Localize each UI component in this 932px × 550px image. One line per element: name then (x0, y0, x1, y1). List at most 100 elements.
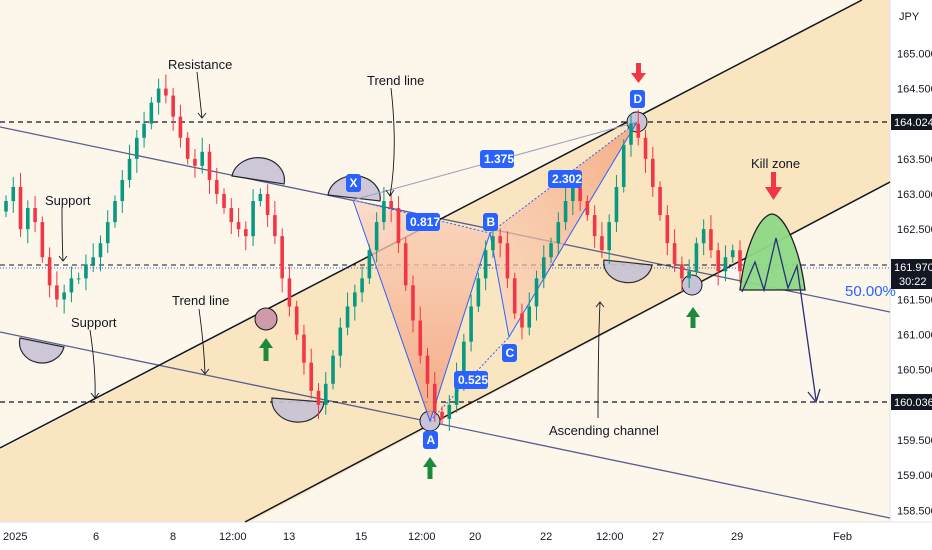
price-tick-10: 163.500 (897, 154, 932, 166)
candle-body (396, 208, 401, 244)
time-axis (0, 522, 932, 550)
candle-body (520, 313, 524, 328)
arrow-up-a (423, 457, 437, 479)
candle-body (4, 201, 8, 212)
candle-body (273, 215, 277, 237)
candle-body (462, 341, 466, 377)
price-tick-6: 161.500 (897, 294, 932, 306)
candle-body (55, 285, 59, 300)
price-axis-ticks: 158.500159.000159.500160.000160.500161.0… (897, 48, 932, 517)
price-tick-4: 160.500 (897, 365, 932, 377)
candle-body (607, 222, 611, 251)
pattern-badges: X A B C D 0.817 0.525 2.302 1.375 (346, 90, 645, 449)
candle-body (229, 208, 234, 223)
candle-body (585, 201, 590, 216)
point-b-label: B (487, 215, 496, 229)
candle-body (614, 186, 619, 223)
candle-body (98, 243, 103, 258)
point-a-label: A (427, 433, 436, 447)
candle-body (527, 306, 532, 328)
candle-body (287, 278, 292, 307)
arrow-up-right (686, 307, 700, 328)
price-tick-9: 163.000 (897, 189, 932, 201)
candle-body (600, 236, 604, 251)
candle-body (425, 355, 430, 384)
candle-body (222, 193, 226, 209)
candle-body (164, 88, 168, 96)
price-tick-5: 161.000 (897, 330, 932, 342)
candle-body (556, 222, 561, 244)
kill-zone-label: Kill zone (751, 156, 800, 171)
fib-50-label: 50.00% (845, 283, 896, 300)
candle-body (236, 222, 241, 230)
candle-body (316, 390, 321, 405)
time-tick-5: 15 (355, 531, 367, 543)
candle-body (687, 271, 691, 279)
candle-body (62, 292, 66, 300)
candle-body (33, 208, 37, 223)
arrow-up-left (259, 338, 273, 361)
arrow-down-kill-zone (765, 172, 782, 200)
pattern-xab-fill (353, 200, 490, 421)
price-tag-current-text: 161.970 (894, 262, 932, 274)
candle-body (716, 250, 720, 272)
candle-body (193, 158, 197, 166)
candle-body (658, 186, 662, 216)
price-tag-160 (891, 394, 932, 410)
arrow-down-d (631, 63, 646, 83)
candle-body (149, 102, 154, 124)
candle-body (498, 236, 502, 244)
candle-body (214, 179, 219, 194)
point-c-label: C (506, 346, 515, 360)
candle-body (665, 215, 670, 244)
candle-body (534, 278, 539, 307)
pattern-bcd-fill (490, 122, 637, 337)
candle-body (636, 123, 641, 138)
candle-body (512, 278, 517, 314)
price-tick-2: 159.500 (897, 435, 932, 447)
price-tick-13: 165.000 (897, 48, 932, 60)
candle-body (26, 208, 30, 230)
trend-line-lower[interactable] (0, 331, 891, 519)
candle-body (650, 158, 655, 187)
candle-body (69, 278, 74, 293)
candle-body (207, 151, 212, 180)
candle-body (331, 355, 335, 384)
candle-body (338, 327, 343, 356)
candle-body (563, 201, 568, 223)
candle-body (672, 243, 677, 265)
price-tick-12: 164.500 (897, 84, 932, 96)
time-tick-3: 12:00 (219, 531, 247, 543)
time-tick-10: 27 (652, 531, 664, 543)
touch-circle-left (254, 307, 278, 331)
candle-body (709, 229, 713, 251)
time-axis-ticks: 2025 6 8 12:00 13 15 12:00 20 22 12:00 27 29 Feb (3, 531, 852, 543)
time-tick-11: 29 (731, 531, 743, 543)
candle-body (389, 201, 393, 209)
ratio-bd-label: 2.302 (552, 172, 582, 186)
support-top-label: Support (45, 193, 91, 208)
ascending-channel-label: Ascending channel (549, 423, 659, 438)
candle-body (84, 264, 88, 279)
time-tick-9: 12:00 (596, 531, 624, 543)
candle-body (113, 201, 117, 223)
candle-body (549, 243, 553, 258)
price-tick-8: 162.500 (897, 224, 932, 236)
candle-body (47, 257, 52, 286)
candle-body (621, 144, 626, 187)
candle-body (592, 215, 597, 237)
candle-body (120, 179, 125, 202)
candle-body (411, 285, 415, 321)
projection-arrowhead (807, 388, 821, 404)
candle-body (440, 411, 444, 419)
price-tick-1: 159.000 (897, 470, 932, 482)
time-tick-4: 13 (283, 531, 295, 543)
trend-line-bottom-label: Trend line (172, 293, 229, 308)
candle-body (680, 264, 684, 279)
candle-body (360, 278, 364, 293)
touch-circle-right (681, 274, 703, 296)
candle-body (578, 186, 582, 202)
time-tick-6: 12:00 (408, 531, 436, 543)
